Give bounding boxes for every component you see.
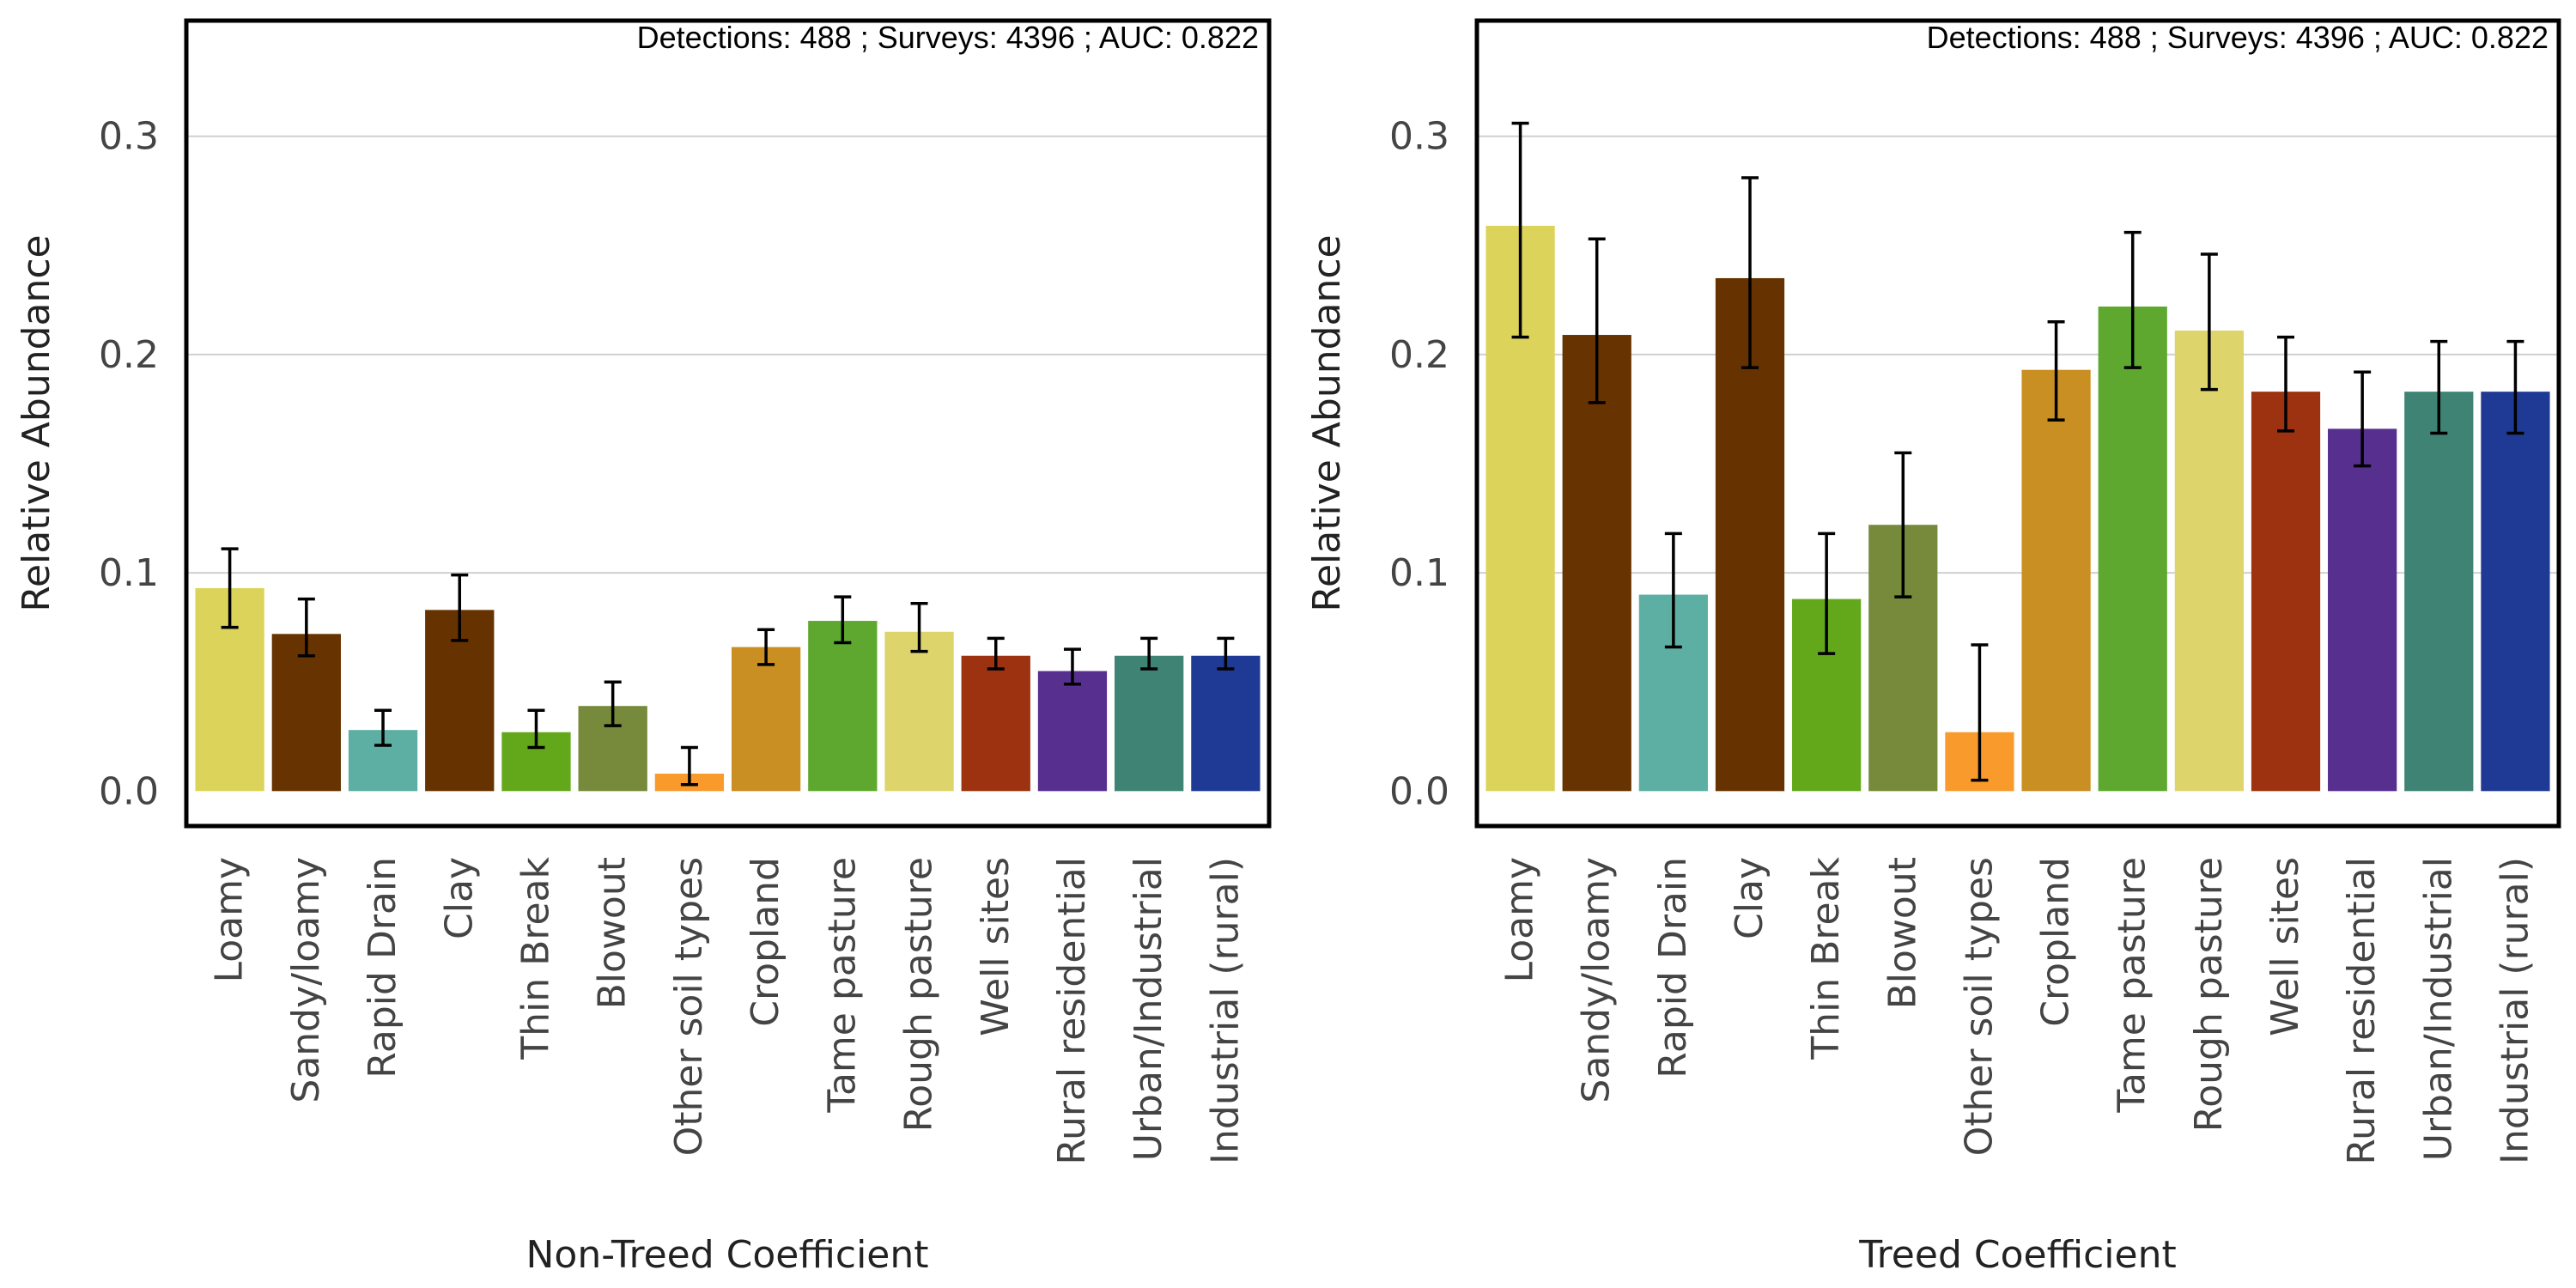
treed-bar	[1562, 335, 1631, 792]
treed-category-label: Rural residential	[2340, 857, 2384, 1165]
treed-category-label: Rapid Drain	[1651, 857, 1695, 1078]
treed-ytick-label: 0.1	[1389, 551, 1449, 595]
non-treed-bar	[731, 647, 801, 792]
treed-ytick-label: 0.2	[1389, 333, 1449, 377]
treed-category-label: Urban/Industrial	[2416, 857, 2460, 1161]
non-treed-bar	[884, 631, 954, 792]
non-treed-category-label: Rapid Drain	[361, 857, 404, 1078]
treed-annotation: Detections: 488 ; Surveys: 4396 ; AUC: 0…	[1927, 20, 2549, 55]
non-treed-category-label: Clay	[437, 857, 481, 939]
treed-category-label: Sandy/loamy	[1575, 857, 1619, 1103]
non-treed-category-label: Industrial (rural)	[1203, 857, 1247, 1164]
non-treed-bar	[1037, 671, 1108, 792]
non-treed-category-label: Loamy	[208, 857, 252, 983]
treed-category-label: Tame pasture	[2111, 857, 2154, 1114]
treed-ytick-label: 0.3	[1389, 115, 1449, 159]
treed-category-label: Other soil types	[1957, 857, 2001, 1156]
treed-bar	[2021, 369, 2091, 792]
non-treed-bar	[808, 621, 878, 792]
treed-bar	[2251, 392, 2321, 792]
non-treed-ytick-label: 0.3	[99, 115, 159, 159]
treed-category-label: Blowout	[1880, 857, 1924, 1009]
non-treed-category-label: Well sites	[974, 857, 1018, 1036]
non-treed-ylabel: Relative Abundance	[15, 234, 58, 611]
treed-bar	[2328, 428, 2397, 792]
treed-plot-frame	[1474, 18, 2561, 829]
treed-category-label: Thin Break	[1804, 856, 1848, 1060]
treed-ytick-label: 0.0	[1389, 769, 1449, 813]
non-treed-bar	[271, 634, 341, 792]
treed-category-label: Rough pasture	[2187, 857, 2231, 1132]
non-treed-category-label: Sandy/loamy	[284, 857, 328, 1103]
treed-bar	[2481, 392, 2550, 792]
non-treed-bar	[1115, 655, 1184, 792]
treed-bar	[2098, 307, 2167, 792]
non-treed-ytick-label: 0.0	[99, 769, 159, 813]
non-treed-annotation: Detections: 488 ; Surveys: 4396 ; AUC: 0…	[637, 20, 1259, 55]
treed-xlabel: Treed Coefficient	[1858, 1233, 2176, 1277]
treed-ylabel: Relative Abundance	[1305, 234, 1349, 611]
non-treed-xlabel: Non-Treed Coefficient	[526, 1233, 928, 1277]
non-treed-ytick-label: 0.1	[99, 551, 159, 595]
treed-category-label: Cropland	[2034, 857, 2078, 1027]
treed-category-label: Clay	[1728, 857, 1771, 939]
treed-category-label: Loamy	[1498, 857, 1542, 983]
treed-bar	[2404, 392, 2474, 792]
non-treed-category-label: Rural residential	[1050, 857, 1094, 1165]
non-treed-category-label: Other soil types	[667, 857, 711, 1156]
non-treed-category-label: Urban/Industrial	[1127, 857, 1170, 1161]
panel-non-treed: 0.0 0.1 0.2 0.3 Loamy Sandy/loamy Rapid Drain C…	[15, 18, 1272, 1277]
non-treed-plot-frame	[184, 18, 1272, 829]
non-treed-category-label: Cropland	[744, 857, 787, 1027]
treed-bar	[2174, 330, 2244, 792]
panel-treed: 0.0 0.1 0.2 0.3 Loamy Sandy/loamy Rapid Drain C…	[1305, 18, 2561, 1277]
non-treed-ytick-label: 0.2	[99, 333, 159, 377]
non-treed-category-label: Thin Break	[513, 856, 557, 1060]
non-treed-bar	[1191, 655, 1261, 792]
treed-category-label: Industrial (rural)	[2493, 857, 2537, 1164]
non-treed-bar	[961, 655, 1030, 792]
non-treed-category-label: Rough pasture	[897, 857, 941, 1132]
non-treed-category-label: Tame pasture	[820, 857, 864, 1114]
non-treed-category-label: Blowout	[591, 857, 635, 1009]
treed-category-label: Well sites	[2263, 857, 2307, 1036]
